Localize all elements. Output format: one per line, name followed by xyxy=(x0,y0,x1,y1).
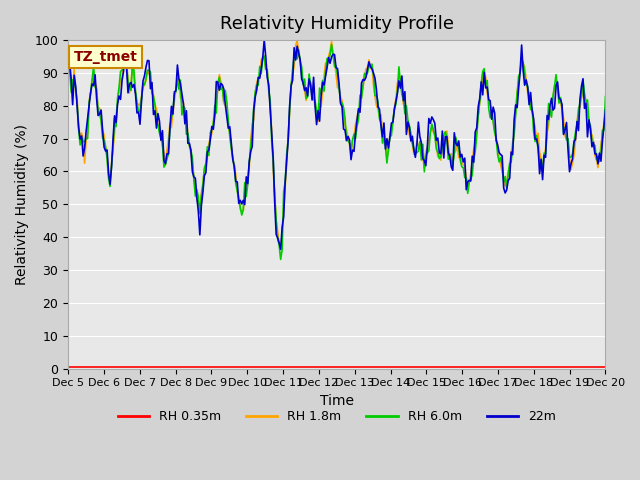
22m xyxy=(130,82,138,87)
X-axis label: Time: Time xyxy=(320,394,354,408)
RH 6.0m xyxy=(328,41,335,47)
22m xyxy=(243,174,250,180)
Line: 22m: 22m xyxy=(68,40,605,249)
Line: RH 6.0m: RH 6.0m xyxy=(68,44,605,260)
RH 1.8m xyxy=(64,50,72,56)
22m xyxy=(225,125,232,131)
22m xyxy=(602,107,609,113)
RH 6.0m xyxy=(277,257,285,263)
RH 0.35m xyxy=(225,364,232,370)
RH 6.0m xyxy=(243,194,250,200)
RH 6.0m xyxy=(301,76,308,82)
RH 0.35m xyxy=(602,364,609,370)
RH 6.0m xyxy=(225,117,232,122)
22m xyxy=(575,128,582,133)
22m xyxy=(277,246,285,252)
RH 0.35m xyxy=(252,364,259,370)
RH 1.8m xyxy=(225,123,232,129)
RH 6.0m xyxy=(252,89,259,95)
RH 0.35m xyxy=(300,364,307,370)
RH 1.8m xyxy=(293,37,301,43)
22m xyxy=(64,42,72,48)
RH 6.0m xyxy=(130,68,138,74)
22m xyxy=(260,37,268,43)
Legend: RH 0.35m, RH 1.8m, RH 6.0m, 22m: RH 0.35m, RH 1.8m, RH 6.0m, 22m xyxy=(113,405,561,428)
Text: TZ_tmet: TZ_tmet xyxy=(74,50,138,64)
RH 0.35m xyxy=(243,364,250,370)
RH 1.8m xyxy=(243,183,250,189)
RH 0.35m xyxy=(572,364,579,370)
22m xyxy=(302,85,310,91)
RH 0.35m xyxy=(64,364,72,370)
Title: Relativity Humidity Profile: Relativity Humidity Profile xyxy=(220,15,454,33)
Y-axis label: Relativity Humidity (%): Relativity Humidity (%) xyxy=(15,124,29,285)
RH 1.8m xyxy=(252,92,259,97)
RH 6.0m xyxy=(64,60,72,65)
RH 6.0m xyxy=(575,109,582,115)
RH 1.8m xyxy=(602,112,609,118)
RH 0.35m xyxy=(130,364,138,370)
RH 1.8m xyxy=(277,244,285,250)
RH 1.8m xyxy=(130,76,138,82)
RH 1.8m xyxy=(302,97,310,103)
RH 6.0m xyxy=(602,94,609,99)
Line: RH 1.8m: RH 1.8m xyxy=(68,40,605,247)
22m xyxy=(252,94,259,100)
RH 1.8m xyxy=(575,105,582,110)
